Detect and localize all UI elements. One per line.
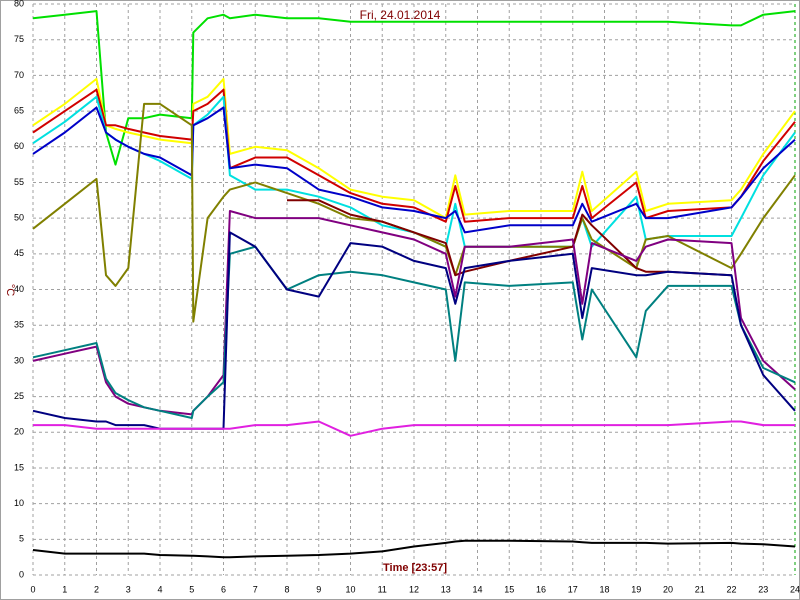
series-line bbox=[32, 245, 796, 419]
y-tick-label: 65 bbox=[14, 105, 24, 115]
series-line bbox=[32, 210, 796, 416]
y-tick-label: 50 bbox=[14, 213, 24, 223]
lines bbox=[32, 10, 796, 559]
series-line bbox=[32, 88, 796, 223]
x-tick-label: 11 bbox=[378, 584, 387, 594]
x-tick-label: 14 bbox=[472, 584, 482, 594]
series-line bbox=[32, 539, 796, 559]
y-tick-label: 45 bbox=[14, 248, 24, 258]
x-tick-label: 9 bbox=[316, 584, 321, 594]
series-line bbox=[33, 420, 795, 437]
x-tick-label: 8 bbox=[284, 584, 289, 594]
x-tick-label: 2 bbox=[94, 584, 99, 594]
y-tick-label: 60 bbox=[14, 141, 24, 151]
y-tick-label: 10 bbox=[14, 498, 24, 508]
x-tick-label: 4 bbox=[157, 584, 162, 594]
x-tick-label: 21 bbox=[695, 584, 705, 594]
x-tick-label: 23 bbox=[758, 584, 768, 594]
y-tick-label: 30 bbox=[14, 355, 24, 365]
x-tick-label: 20 bbox=[663, 584, 673, 594]
x-tick-label: 6 bbox=[221, 584, 226, 594]
x-tick-label: 19 bbox=[631, 584, 641, 594]
x-tick-label: 5 bbox=[189, 584, 194, 594]
x-tick-label: 10 bbox=[345, 584, 355, 594]
x-tick-label: 12 bbox=[409, 584, 419, 594]
x-tick-label: 13 bbox=[441, 584, 451, 594]
x-tick-label: 3 bbox=[126, 584, 131, 594]
x-tick-label: 18 bbox=[599, 584, 609, 594]
y-tick-label: 75 bbox=[14, 34, 24, 44]
x-tick-label: 1 bbox=[62, 584, 67, 594]
y-tick-label: 5 bbox=[19, 534, 24, 544]
y-tick-label: 35 bbox=[14, 320, 24, 330]
x-tick-label: 17 bbox=[568, 584, 578, 594]
x-tick-label: 7 bbox=[253, 584, 258, 594]
series-line bbox=[32, 102, 796, 323]
series-line bbox=[287, 199, 732, 277]
y-tick-label: 40 bbox=[14, 284, 24, 294]
y-tick-label: 15 bbox=[14, 462, 24, 472]
series-line bbox=[32, 77, 796, 220]
y-axis-label: °C bbox=[4, 284, 16, 296]
grid bbox=[32, 3, 796, 576]
series-line bbox=[32, 106, 796, 234]
x-tick-label: 24 bbox=[790, 584, 800, 594]
x-axis-label: Time [23:57] bbox=[383, 562, 447, 574]
y-tick-label: 70 bbox=[14, 70, 24, 80]
series-line bbox=[32, 10, 796, 166]
y-tick-label: 25 bbox=[14, 391, 24, 401]
x-tick-label: 22 bbox=[726, 584, 736, 594]
y-tick-label: 55 bbox=[14, 177, 24, 187]
y-tick-label: 20 bbox=[14, 427, 24, 437]
x-tick-label: 0 bbox=[30, 584, 35, 594]
y-tick-label: 0 bbox=[19, 569, 24, 579]
x-tick-label: 15 bbox=[504, 584, 514, 594]
x-tick-label: 16 bbox=[536, 584, 546, 594]
y-tick-label: 80 bbox=[14, 0, 24, 8]
series-line bbox=[32, 231, 796, 430]
chart-title: Fri, 24.01.2014 bbox=[360, 8, 441, 22]
